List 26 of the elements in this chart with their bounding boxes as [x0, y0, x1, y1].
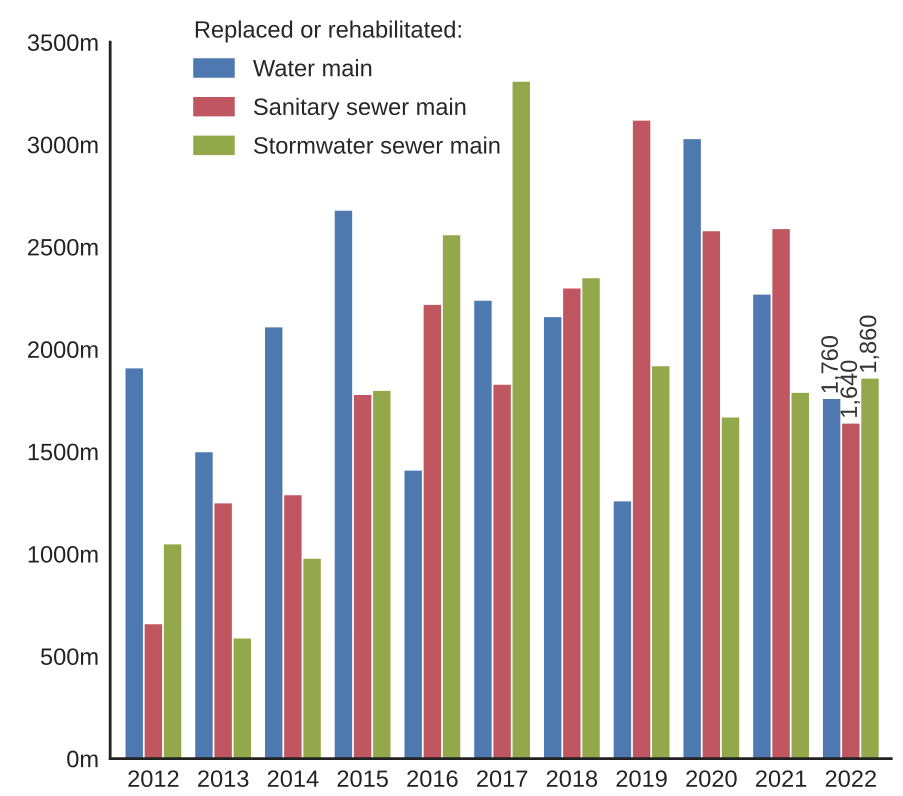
data-label: 1,860	[860, 316, 880, 372]
x-tick-label: 2012	[128, 770, 178, 788]
legend-title: Replaced or rehabilitated:	[196, 20, 461, 42]
x-tick-label: 2020	[686, 770, 737, 788]
legend-label: Stormwater sewer main	[254, 136, 500, 154]
x-tick-label: 2019	[616, 770, 667, 788]
x-tick-label: 2018	[546, 770, 598, 788]
x-tick-label: 2022	[826, 770, 876, 788]
x-tick-label: 2016	[407, 770, 458, 788]
legend-label: Water main	[253, 59, 372, 76]
x-tick-label: 2021	[756, 770, 806, 788]
x-tick-label: 2013	[198, 770, 248, 788]
y-tick-label: 2000m	[28, 341, 98, 358]
data-label: 1,640	[840, 360, 860, 417]
x-tick-label: 2017	[477, 770, 528, 788]
y-tick-label: 500m	[40, 648, 98, 666]
y-tick-label: 3000m	[28, 136, 98, 154]
y-tick-label: 1000m	[28, 546, 98, 563]
legend-label: Sanitary sewer main	[254, 98, 466, 120]
x-tick-label: 2014	[268, 770, 318, 788]
y-tick-label: 1500m	[28, 444, 98, 460]
y-tick-label: 2500m	[28, 238, 98, 256]
x-tick-label: 2015	[338, 770, 388, 788]
data-label: 1,760	[821, 336, 841, 392]
y-tick-label: 3500m	[28, 34, 98, 51]
y-tick-label: 0m	[67, 750, 98, 768]
